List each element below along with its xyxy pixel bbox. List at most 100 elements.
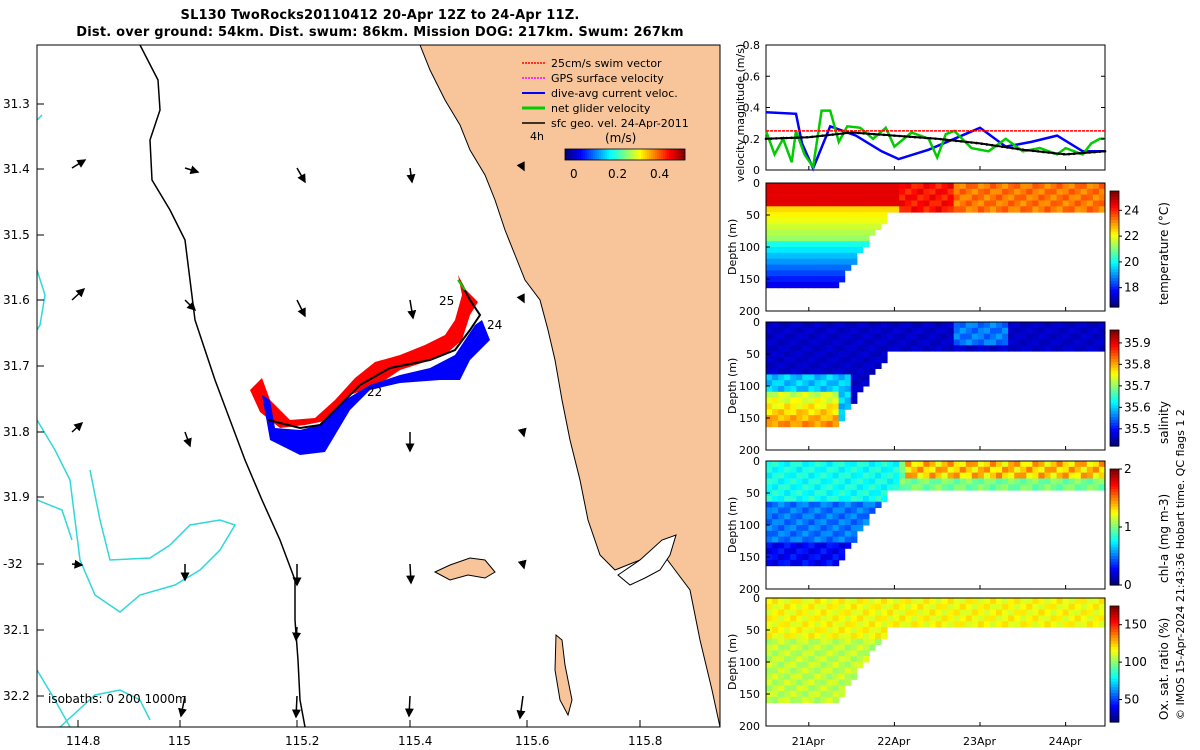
section-cell [862, 339, 870, 346]
map-x-tick-label: 115.2 [285, 734, 319, 748]
section-cell [790, 542, 797, 549]
section-cell [1080, 466, 1088, 474]
section-cell [802, 281, 809, 289]
section-cell [832, 615, 840, 622]
section-cell [1050, 322, 1058, 329]
section-cell [838, 345, 846, 352]
section-cell [820, 386, 828, 393]
section-cell [772, 229, 779, 236]
section-cell [838, 519, 846, 526]
section-cell [1080, 472, 1088, 479]
section-cell [959, 598, 967, 605]
section-cell [899, 484, 906, 491]
colorbar-segment [1110, 275, 1119, 279]
colorbar-segment [1110, 698, 1119, 703]
section-cell [1062, 472, 1070, 479]
section-cell [772, 691, 779, 698]
section-cell [983, 609, 991, 616]
section-cell [905, 183, 912, 190]
map-x-tick-label: 115.6 [515, 734, 549, 748]
section-cell [1044, 466, 1052, 474]
current-vector-arrow [404, 695, 414, 718]
section-cell [832, 217, 840, 225]
section-cell [1038, 183, 1045, 190]
section-cell [1056, 615, 1064, 622]
section-cell [814, 264, 821, 271]
section-cell [838, 351, 846, 358]
section-cell [923, 609, 930, 616]
section-cell [772, 391, 779, 399]
section-cell [990, 484, 997, 491]
section-cell [856, 194, 864, 201]
section-cell [814, 270, 821, 277]
section-cell [832, 241, 840, 248]
section-cell [1074, 598, 1082, 605]
map-y-tick-label: 31.8 [3, 425, 30, 439]
section-cell [875, 609, 882, 616]
geo-vel-point [841, 132, 845, 135]
section-cell [899, 322, 906, 329]
section-cell [826, 415, 834, 422]
section-cell [802, 673, 809, 680]
section-cell [820, 183, 828, 190]
section-cell [1092, 598, 1100, 605]
section-cell [844, 484, 852, 491]
section-cell [929, 603, 936, 611]
section-cell [1080, 478, 1088, 485]
section-cell [911, 194, 918, 201]
depth-tick-label: 200 [739, 583, 760, 596]
section-cell [784, 264, 791, 271]
section-cell [832, 235, 840, 242]
section-cell [893, 609, 900, 616]
section-cell [941, 609, 949, 616]
section-cell [856, 644, 864, 651]
section-cell [1050, 183, 1058, 190]
colorbar-segment [1110, 626, 1119, 630]
section-cell [917, 188, 924, 196]
section-cell [838, 609, 846, 616]
section-cell [832, 356, 840, 364]
section-cell [784, 691, 791, 698]
section-cell [911, 609, 918, 616]
section-cell [838, 368, 846, 375]
section-cell [778, 466, 785, 474]
section-cell [990, 621, 997, 628]
section-cell [814, 183, 821, 190]
section-cell [832, 673, 840, 680]
section-cell [965, 194, 973, 201]
section-cell [796, 339, 803, 346]
section-cell [1032, 200, 1039, 207]
section-cell [766, 525, 773, 532]
section-cell [990, 327, 997, 335]
legend-geo-label: sfc geo. vel. 24-Apr-2011 [551, 117, 689, 130]
section-cell [820, 270, 828, 277]
section-cell [844, 627, 852, 634]
section-cell [1062, 598, 1070, 605]
section-cell [790, 212, 797, 219]
section-cell [814, 362, 821, 369]
section-cell [911, 621, 918, 628]
section-cell [875, 615, 882, 622]
section-cell [784, 258, 791, 265]
section-cell [1086, 461, 1094, 468]
section-cell [784, 696, 791, 704]
section-cell [875, 200, 882, 207]
colorbar-segment [1110, 608, 1119, 613]
isobath-1000m-b [37, 499, 73, 541]
section-cell [850, 212, 858, 219]
section-cell [796, 484, 803, 491]
section-cell [977, 598, 985, 605]
day-label-22: 22 [367, 385, 382, 399]
colorbar-segment [1110, 471, 1119, 476]
section-cell [856, 484, 864, 491]
section-cell [1014, 609, 1021, 616]
section-cell [862, 472, 870, 479]
section-cell [893, 188, 900, 196]
section-cell [1056, 621, 1064, 628]
map-y-tick-label: 32.1 [3, 623, 30, 637]
section-cell [838, 397, 846, 404]
section-cell [868, 183, 876, 190]
section-cell [772, 235, 779, 242]
section-cell [796, 200, 803, 207]
